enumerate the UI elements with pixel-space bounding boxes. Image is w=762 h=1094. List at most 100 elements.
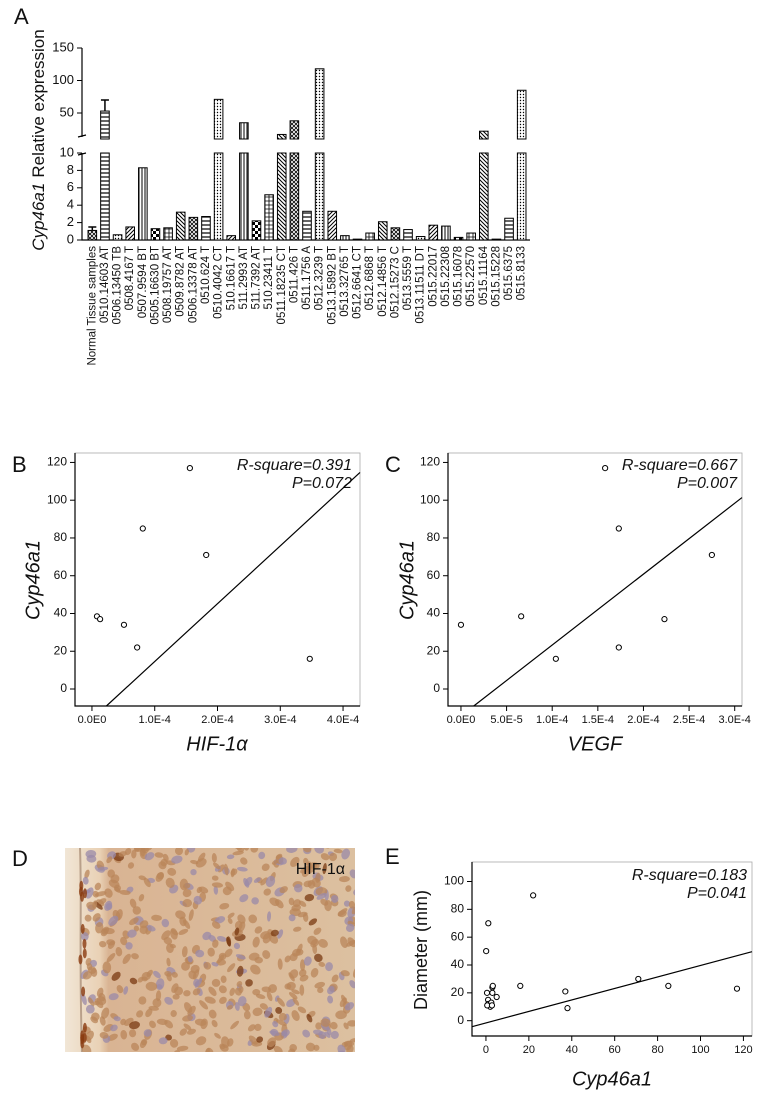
cell xyxy=(225,881,235,892)
edge-cell xyxy=(80,1030,85,1041)
cell xyxy=(82,876,89,885)
cell xyxy=(222,886,232,896)
cell xyxy=(305,1042,316,1052)
x-tick-label: 0515.11164 xyxy=(478,245,490,305)
cell xyxy=(155,978,165,991)
cell xyxy=(178,928,189,935)
cell xyxy=(227,912,235,919)
cell xyxy=(297,1006,307,1014)
cell xyxy=(252,936,260,948)
bar xyxy=(441,225,451,241)
cell xyxy=(327,986,335,995)
bar xyxy=(340,235,350,241)
cell xyxy=(324,1031,331,1038)
cell xyxy=(95,922,104,934)
image-label: HIF-1α xyxy=(296,861,345,878)
cell xyxy=(288,897,295,906)
cell xyxy=(217,936,227,942)
cell xyxy=(103,927,115,935)
cell xyxy=(348,900,355,909)
cell xyxy=(90,967,98,977)
cell xyxy=(166,943,174,954)
cell xyxy=(236,965,244,977)
cell xyxy=(213,885,219,895)
x-tick-label: 2.0E-4 xyxy=(201,714,233,726)
cell xyxy=(164,996,173,1005)
cell xyxy=(107,869,115,878)
edge-cell xyxy=(79,880,84,891)
cell xyxy=(218,985,227,994)
cell xyxy=(125,942,133,950)
x-tick-label: 0511.18235 CT xyxy=(276,246,288,324)
y-tick-label: 80 xyxy=(451,901,465,915)
bar xyxy=(239,152,249,241)
cell xyxy=(229,987,236,996)
cell xyxy=(99,940,107,948)
x-tick-label: 0510.14603 AT xyxy=(99,246,111,323)
cell xyxy=(183,990,191,997)
cell xyxy=(139,920,149,929)
cell xyxy=(312,1029,323,1036)
x-tick-label: 4.0E-4 xyxy=(327,714,359,726)
x-tick-label: 0505.16630 BT xyxy=(149,246,161,325)
y-tick-label: 100 xyxy=(420,492,440,506)
bar-upper xyxy=(239,122,249,140)
cell xyxy=(252,989,261,996)
bar xyxy=(491,238,502,241)
x-tick-label: 0513.11511 DT xyxy=(415,246,427,324)
cell xyxy=(166,957,171,967)
point xyxy=(661,616,668,623)
x-tick-label: 0506.13378 AT xyxy=(187,246,199,323)
cell xyxy=(86,854,97,863)
cell xyxy=(295,948,304,956)
bar xyxy=(175,211,186,241)
cell xyxy=(207,947,215,957)
x-tick-label: 20 xyxy=(523,1044,535,1056)
cell xyxy=(226,1005,233,1010)
cell xyxy=(281,1029,290,1037)
cell xyxy=(327,995,334,1004)
point xyxy=(457,621,465,628)
point xyxy=(186,465,193,472)
cell xyxy=(227,917,233,924)
point xyxy=(134,644,141,651)
y-tick-label: 40 xyxy=(54,606,68,620)
x-tick-label: 0515.22570 xyxy=(465,246,477,307)
cell xyxy=(259,1003,268,1010)
y-axis-label: Cyp46a1 xyxy=(22,540,44,620)
cell xyxy=(244,876,253,887)
cell xyxy=(261,863,270,871)
cell xyxy=(351,905,355,915)
cell xyxy=(289,953,298,962)
cell xyxy=(120,936,128,946)
cell xyxy=(167,867,177,876)
x-tick-label: 0515.22017 xyxy=(427,246,439,307)
cell xyxy=(275,1007,283,1014)
cell xyxy=(226,1038,234,1047)
cell xyxy=(187,955,193,963)
cell xyxy=(347,1020,355,1027)
cell xyxy=(131,849,137,859)
cell xyxy=(161,918,170,928)
bar-upper xyxy=(479,130,489,140)
cell xyxy=(267,1037,277,1048)
cell xyxy=(186,848,196,853)
cell xyxy=(226,854,235,860)
point xyxy=(120,621,128,628)
cell xyxy=(203,962,212,970)
y-tick-label: 10 xyxy=(60,144,74,159)
cell xyxy=(224,863,229,876)
cell xyxy=(122,953,131,964)
y-tick-label: 20 xyxy=(427,643,441,657)
cell xyxy=(211,921,221,929)
cell xyxy=(248,952,260,961)
x-tick-label: 0 xyxy=(483,1044,489,1056)
cell xyxy=(236,981,243,988)
cell xyxy=(307,879,316,889)
cell xyxy=(92,890,99,898)
cell xyxy=(302,1029,311,1038)
point xyxy=(733,985,741,992)
cell xyxy=(216,959,227,966)
cell xyxy=(267,911,272,922)
